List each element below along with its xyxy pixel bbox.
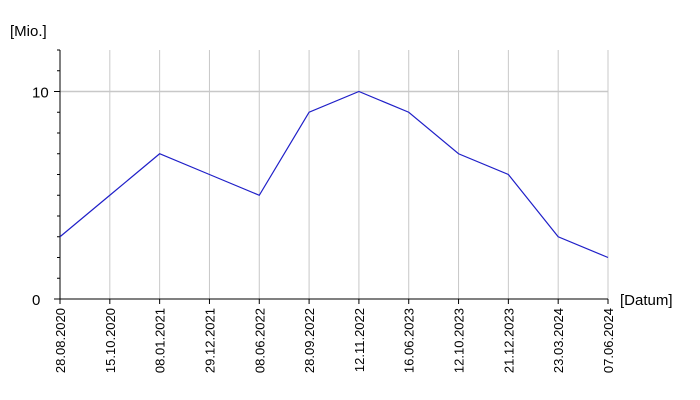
- x-tick-label: 21.12.2023: [501, 308, 516, 373]
- x-tick-label: 23.03.2024: [551, 308, 566, 373]
- y-tick-label: 10: [32, 85, 49, 102]
- x-tick-label: 16.06.2023: [402, 308, 417, 373]
- y-axis-label: [Mio.]: [10, 23, 47, 40]
- y-tick-label: 0: [32, 292, 40, 309]
- x-tick-label: 08.01.2021: [153, 308, 168, 373]
- data-line: [59, 90, 609, 259]
- x-axis-label: [Datum]: [620, 292, 673, 309]
- x-tick-label: 07.06.2024: [601, 308, 616, 373]
- x-tick-label: 15.10.2020: [103, 308, 118, 373]
- x-tick-label: 28.09.2022: [302, 308, 317, 373]
- x-tick-label: 08.06.2022: [252, 308, 267, 373]
- x-tick-label: 28.08.2020: [53, 308, 68, 373]
- x-tick-label: 12.11.2022: [352, 308, 367, 372]
- x-tick-label: 29.12.2021: [202, 308, 217, 373]
- x-tick-label: 12.10.2023: [452, 308, 467, 373]
